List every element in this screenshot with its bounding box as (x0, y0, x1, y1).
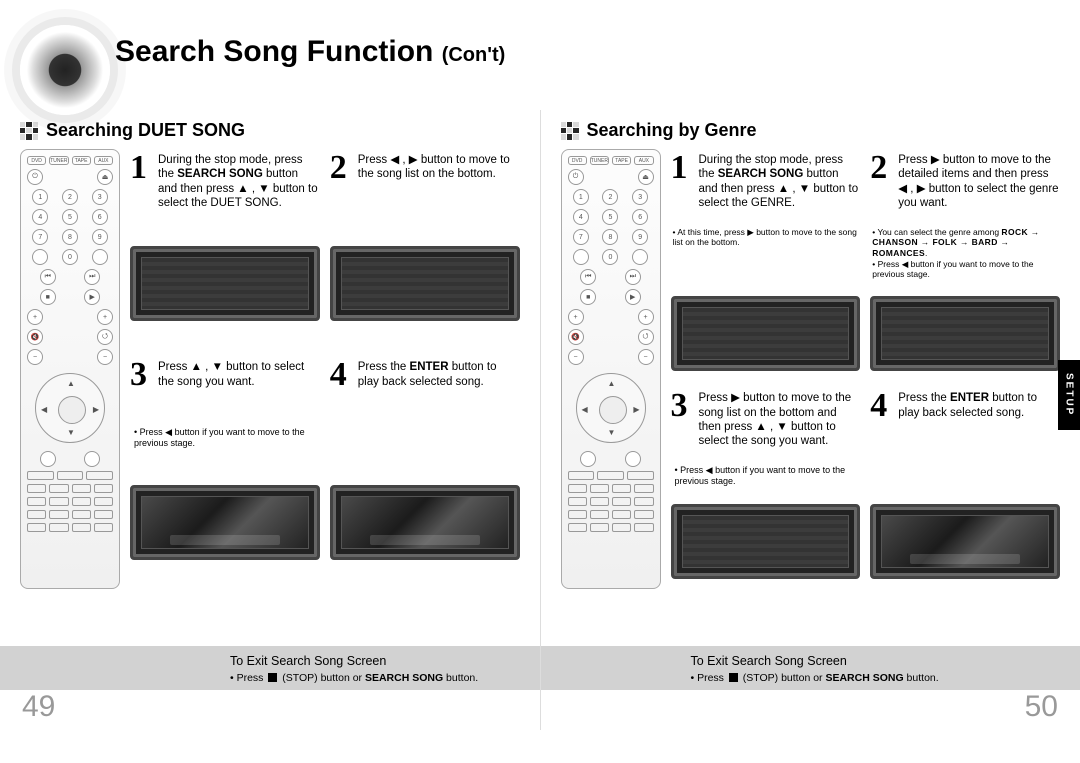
fine-note: Press ◀ button if you want to move to th… (671, 465, 861, 498)
exit-heading: To Exit Search Song Screen (691, 654, 1061, 668)
title-main: Search Song Function (115, 35, 433, 68)
fine-note: You can select the genre among ROCK → CH… (870, 227, 1060, 290)
screenshot (130, 246, 320, 321)
screenshot (671, 504, 861, 579)
remote-illustration: DVDTUNERTAPEAUX ⏻⏏ 123 456 789 0 ⏮⏭ ■▶ +… (561, 149, 661, 589)
step-2: 2 Press ◀ , ▶ button to move to the song… (330, 149, 520, 240)
screenshot (870, 296, 1060, 371)
bullet-icon (20, 122, 38, 140)
step-2: 2 Press ▶ button to move to the detailed… (870, 149, 1060, 221)
page-spread: Searching DUET SONG DVDTUNERTAPEAUX ⏻⏏ 1… (0, 110, 1080, 730)
speaker-logo (20, 25, 110, 115)
exit-note: • Press (STOP) button or SEARCH SONG but… (230, 672, 520, 684)
steps-grid-right: 1 During the stop mode, press the SEARCH… (671, 149, 1061, 589)
side-tab: SETUP (1058, 360, 1080, 430)
exit-heading: To Exit Search Song Screen (230, 654, 520, 668)
step-4: 4 Press the ENTER button to play back se… (870, 387, 1060, 459)
step-3: 3 Press ▶ button to move to the song lis… (671, 387, 861, 459)
remote-illustration: DVDTUNERTAPEAUX ⏻⏏ 123 456 789 0 ⏮⏭ ■▶ +… (20, 149, 120, 589)
fine-note: Press ◀ button if you want to move to th… (130, 427, 320, 479)
page-right: Searching by Genre DVDTUNERTAPEAUX ⏻⏏ 12… (540, 110, 1080, 730)
screenshot (330, 246, 520, 321)
step-4: 4 Press the ENTER button to play back se… (330, 356, 520, 420)
screenshot (330, 485, 520, 560)
screenshot (130, 485, 320, 560)
page-number: 49 (22, 690, 55, 724)
fine-note: At this time, press ▶ button to move to … (671, 227, 861, 290)
section-title-right: Searching by Genre (587, 120, 757, 141)
screenshot (671, 296, 861, 371)
section-title-left: Searching DUET SONG (46, 120, 245, 141)
page-left: Searching DUET SONG DVDTUNERTAPEAUX ⏻⏏ 1… (0, 110, 540, 730)
page-title: Search Song Function (Con't) (115, 35, 505, 69)
screenshot (870, 504, 1060, 579)
title-cont: (Con't) (442, 44, 506, 66)
exit-note: • Press (STOP) button or SEARCH SONG but… (691, 672, 1061, 684)
step-1: 1 During the stop mode, press the SEARCH… (130, 149, 320, 240)
exit-bar: To Exit Search Song Screen • Press (STOP… (0, 646, 540, 690)
exit-bar: To Exit Search Song Screen • Press (STOP… (541, 646, 1080, 690)
steps-grid-left: 1 During the stop mode, press the SEARCH… (130, 149, 520, 589)
page-number: 50 (1025, 690, 1058, 724)
step-3: 3 Press ▲ , ▼ button to select the song … (130, 356, 320, 420)
step-1: 1 During the stop mode, press the SEARCH… (671, 149, 861, 221)
bullet-icon (561, 122, 579, 140)
